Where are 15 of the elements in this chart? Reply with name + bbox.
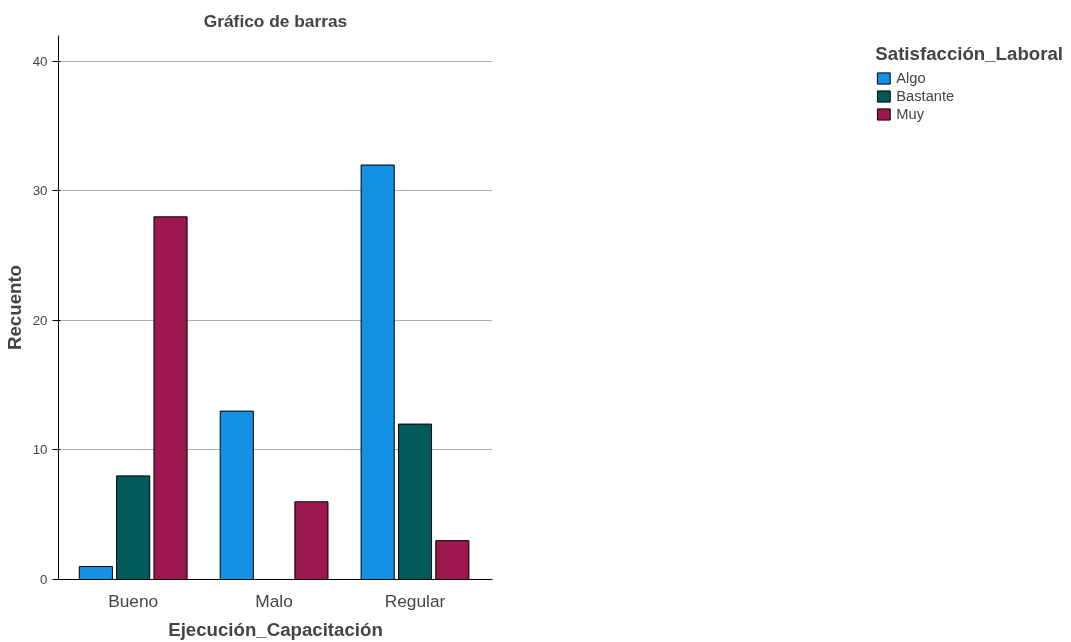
x-tick-label: Regular [384, 590, 446, 611]
y-tick-label: 10 [32, 442, 48, 458]
y-tick-label: 40 [32, 53, 48, 69]
x-tick-label: Bueno [108, 590, 159, 611]
chart-title: Gráfico de barras [203, 10, 348, 31]
y-tick-label: 20 [32, 312, 48, 328]
legend-title: Satisfacción_Laboral [875, 43, 1063, 65]
legend-label: Algo [896, 70, 926, 86]
x-tick-label: Malo [255, 590, 293, 611]
y-axis-title: Recuento [3, 264, 25, 350]
y-tick-label: 0 [40, 572, 48, 587]
y-tick-label: 30 [32, 183, 48, 199]
legend-label: Bastante [896, 88, 955, 104]
x-axis-title: Ejecución_Capacitación [168, 618, 383, 640]
legend-label: Muy [896, 106, 925, 122]
